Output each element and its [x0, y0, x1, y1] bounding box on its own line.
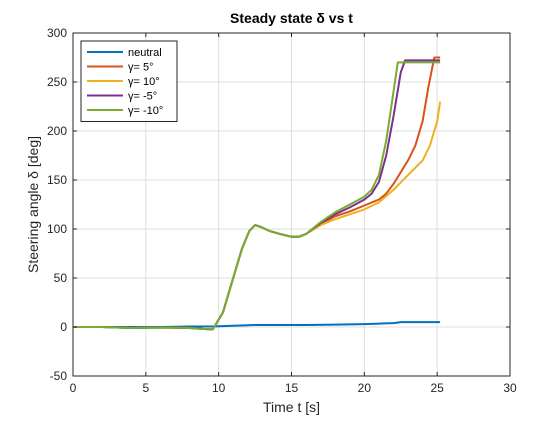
legend-label: γ= 5° [128, 62, 154, 74]
y-tick-label: 200 [47, 124, 67, 138]
y-tick-label: -50 [50, 369, 68, 383]
y-tick-label: 0 [60, 320, 67, 334]
y-tick-label: 150 [47, 173, 67, 187]
y-tick-label: 250 [47, 75, 67, 89]
series-line-4 [73, 61, 441, 331]
x-tick-label: 10 [212, 381, 226, 395]
y-tick-label: 50 [54, 271, 68, 285]
legend-label: neutral [128, 47, 162, 59]
legend: neutral γ= 5° γ= 10° γ= -5° γ= -10° [80, 40, 178, 122]
series-layer [73, 56, 442, 331]
legend-label: γ= -5° [128, 91, 157, 103]
y-axis-label: Steering angle δ [deg] [25, 136, 41, 273]
y-tick-label: 300 [47, 26, 67, 40]
x-tick-label: 30 [503, 381, 517, 395]
x-tick-label: 15 [285, 381, 299, 395]
x-tick-label: 25 [430, 381, 444, 395]
chart-title: Steady state δ vs t [230, 10, 353, 26]
y-tick-label: 100 [47, 222, 67, 236]
x-tick-label: 20 [358, 381, 372, 395]
legend-label: γ= 10° [128, 76, 160, 88]
x-tick-label: 0 [70, 381, 77, 395]
x-axis-label: Time t [s] [263, 399, 320, 415]
legend-label: γ= -10° [128, 105, 163, 117]
x-tick-label: 5 [142, 381, 149, 395]
